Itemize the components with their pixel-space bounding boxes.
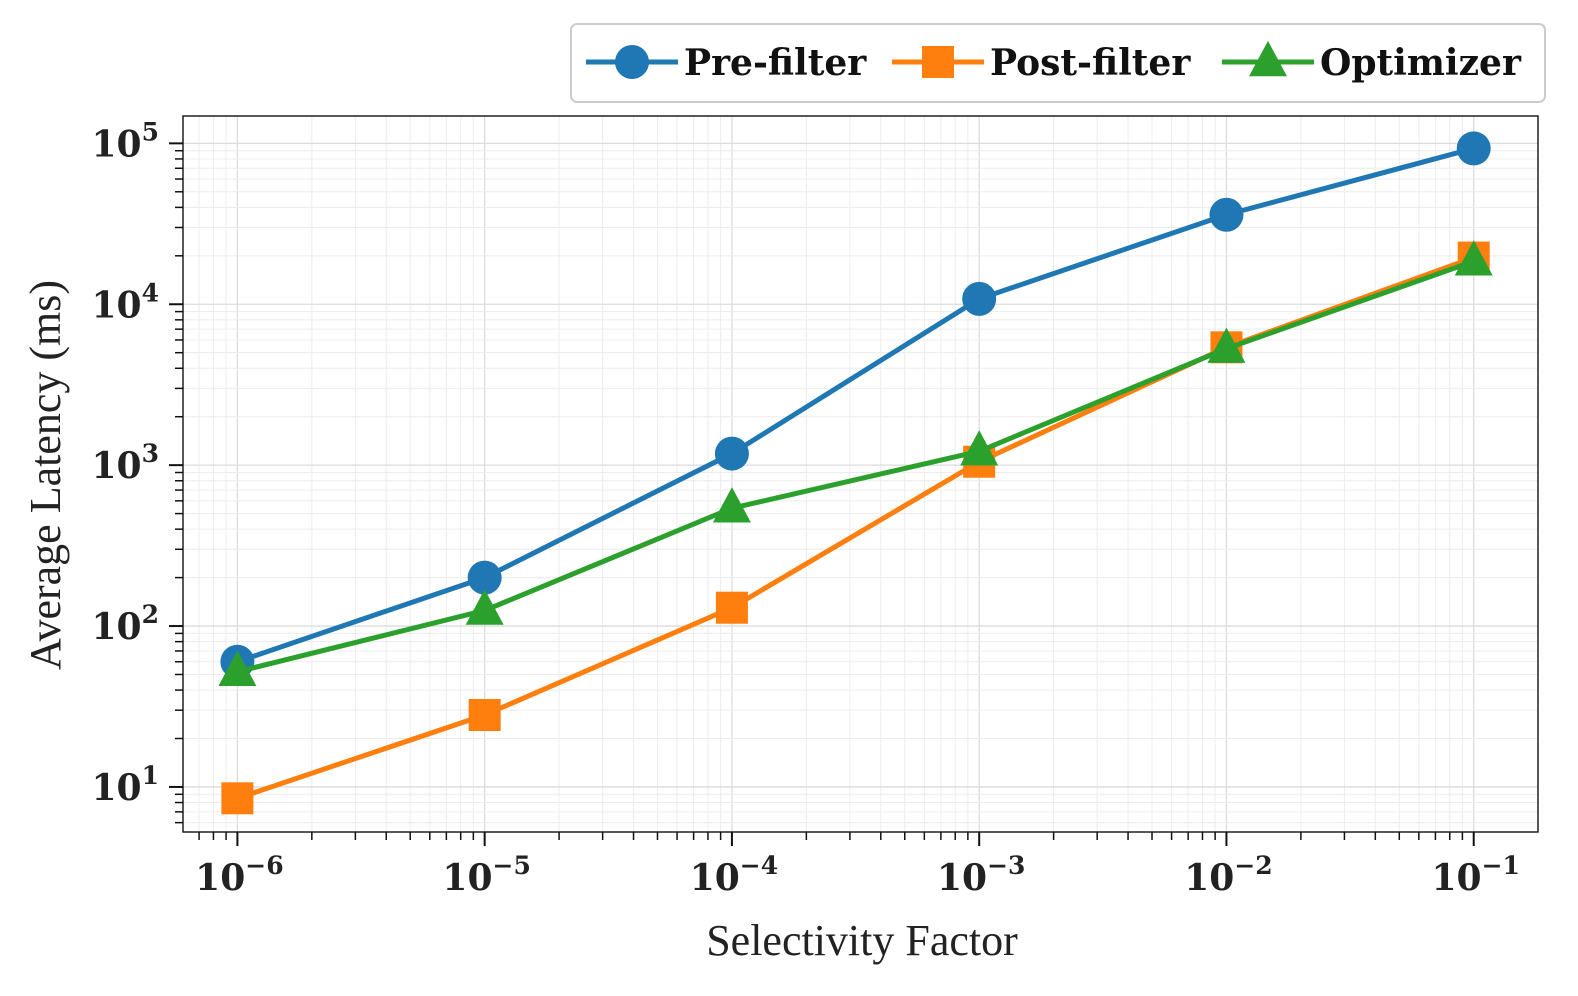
data-point-optimizer bbox=[465, 589, 504, 625]
x-tick-label-exponent: −5 bbox=[493, 851, 531, 880]
y-tick-label: 101 bbox=[91, 761, 159, 809]
x-tick-label: 10−6 bbox=[195, 851, 283, 899]
x-tick-label-base: 10 bbox=[690, 857, 740, 899]
x-tick-label-exponent: −1 bbox=[1482, 851, 1520, 880]
data-point-post-filter bbox=[221, 782, 254, 815]
grid bbox=[183, 116, 1538, 832]
x-tick-label-exponent: −3 bbox=[987, 851, 1025, 880]
legend-label-post-filter: Post-filter bbox=[990, 42, 1191, 84]
x-tick-label: 10−3 bbox=[937, 851, 1025, 899]
x-tick-label-base: 10 bbox=[1431, 857, 1481, 899]
data-point-pre-filter bbox=[1456, 131, 1491, 166]
x-tick-label-base: 10 bbox=[442, 857, 492, 899]
data-point-pre-filter bbox=[1209, 197, 1244, 232]
y-axis-label: Average Latency (ms) bbox=[21, 280, 70, 670]
y-tick-label-base: 10 bbox=[91, 284, 141, 326]
data-point-post-filter bbox=[715, 591, 748, 624]
x-tick-label: 10−5 bbox=[442, 851, 530, 899]
y-tick-label: 105 bbox=[91, 117, 159, 165]
y-tick-label-base: 10 bbox=[91, 123, 141, 165]
legend-item-optimizer: Optimizer bbox=[1222, 40, 1522, 84]
data-point-post-filter bbox=[468, 699, 501, 732]
data-point-optimizer bbox=[960, 430, 999, 466]
data-point-optimizer bbox=[218, 650, 257, 687]
y-tick-label-exponent: 1 bbox=[142, 761, 159, 790]
data-point-pre-filter bbox=[714, 436, 749, 471]
data-point-pre-filter bbox=[962, 281, 997, 316]
x-axis-label: Selectivity Factor bbox=[706, 916, 1018, 965]
x-tick-label: 10−1 bbox=[1431, 851, 1519, 899]
y-tick-label: 103 bbox=[91, 439, 159, 487]
y-tick-label-exponent: 4 bbox=[142, 278, 159, 307]
x-tick-label-base: 10 bbox=[937, 857, 987, 899]
data-point-optimizer bbox=[712, 487, 751, 523]
y-tick-label-exponent: 2 bbox=[142, 600, 159, 629]
series-layer bbox=[218, 131, 1493, 815]
data-point-optimizer bbox=[1454, 240, 1493, 276]
legend-label-pre-filter: Pre-filter bbox=[684, 42, 867, 84]
legend: Pre-filter Post-filter Optimizer bbox=[570, 23, 1546, 103]
data-point-optimizer bbox=[1207, 327, 1246, 363]
x-tick-label-base: 10 bbox=[1184, 857, 1234, 899]
x-tick-label: 10−4 bbox=[690, 851, 778, 899]
legend-box bbox=[570, 23, 1546, 103]
legend-label-optimizer: Optimizer bbox=[1320, 42, 1522, 84]
legend-marker-pre-filter bbox=[615, 45, 649, 79]
series-line-optimizer bbox=[236, 258, 1475, 675]
legend-item-pre-filter: Pre-filter bbox=[586, 42, 867, 84]
y-tick-label: 104 bbox=[91, 278, 159, 326]
legend-marker-optimizer bbox=[1249, 40, 1287, 77]
y-tick-label: 102 bbox=[91, 600, 159, 648]
y-tick-label-base: 10 bbox=[91, 606, 141, 648]
plot-frame bbox=[182, 115, 1539, 833]
x-tick-label-base: 10 bbox=[195, 857, 245, 899]
y-tick-label-base: 10 bbox=[91, 767, 141, 809]
series-optimizer bbox=[218, 240, 1493, 687]
series-pre-filter bbox=[220, 131, 1491, 679]
y-tick-label-exponent: 3 bbox=[142, 439, 159, 468]
legend-marker-post-filter bbox=[922, 46, 954, 78]
x-tick-label-exponent: −4 bbox=[740, 851, 778, 880]
x-tick-label-exponent: −2 bbox=[1234, 851, 1272, 880]
y-tick-label-base: 10 bbox=[91, 445, 141, 487]
legend-item-post-filter: Post-filter bbox=[892, 42, 1191, 84]
y-tick-label-exponent: 5 bbox=[142, 117, 159, 146]
data-point-pre-filter bbox=[467, 560, 502, 595]
series-line-pre-filter bbox=[236, 146, 1475, 665]
x-tick-label: 10−2 bbox=[1184, 851, 1272, 899]
x-tick-label-exponent: −6 bbox=[245, 851, 283, 880]
